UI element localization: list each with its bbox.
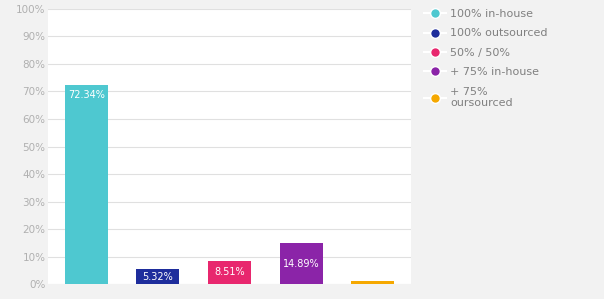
- Text: 8.51%: 8.51%: [214, 267, 245, 277]
- Legend: 100% in-house, 100% outsourced, 50% / 50%, + 75% in-house, + 75%
oursourced: 100% in-house, 100% outsourced, 50% / 50…: [423, 9, 548, 109]
- Bar: [280, 243, 323, 284]
- Text: 72.34%: 72.34%: [68, 90, 104, 100]
- Bar: [352, 281, 394, 284]
- Bar: [137, 269, 179, 284]
- Text: 14.89%: 14.89%: [283, 259, 320, 269]
- Text: 5.32%: 5.32%: [143, 272, 173, 282]
- Bar: [65, 85, 108, 284]
- Bar: [208, 261, 251, 284]
